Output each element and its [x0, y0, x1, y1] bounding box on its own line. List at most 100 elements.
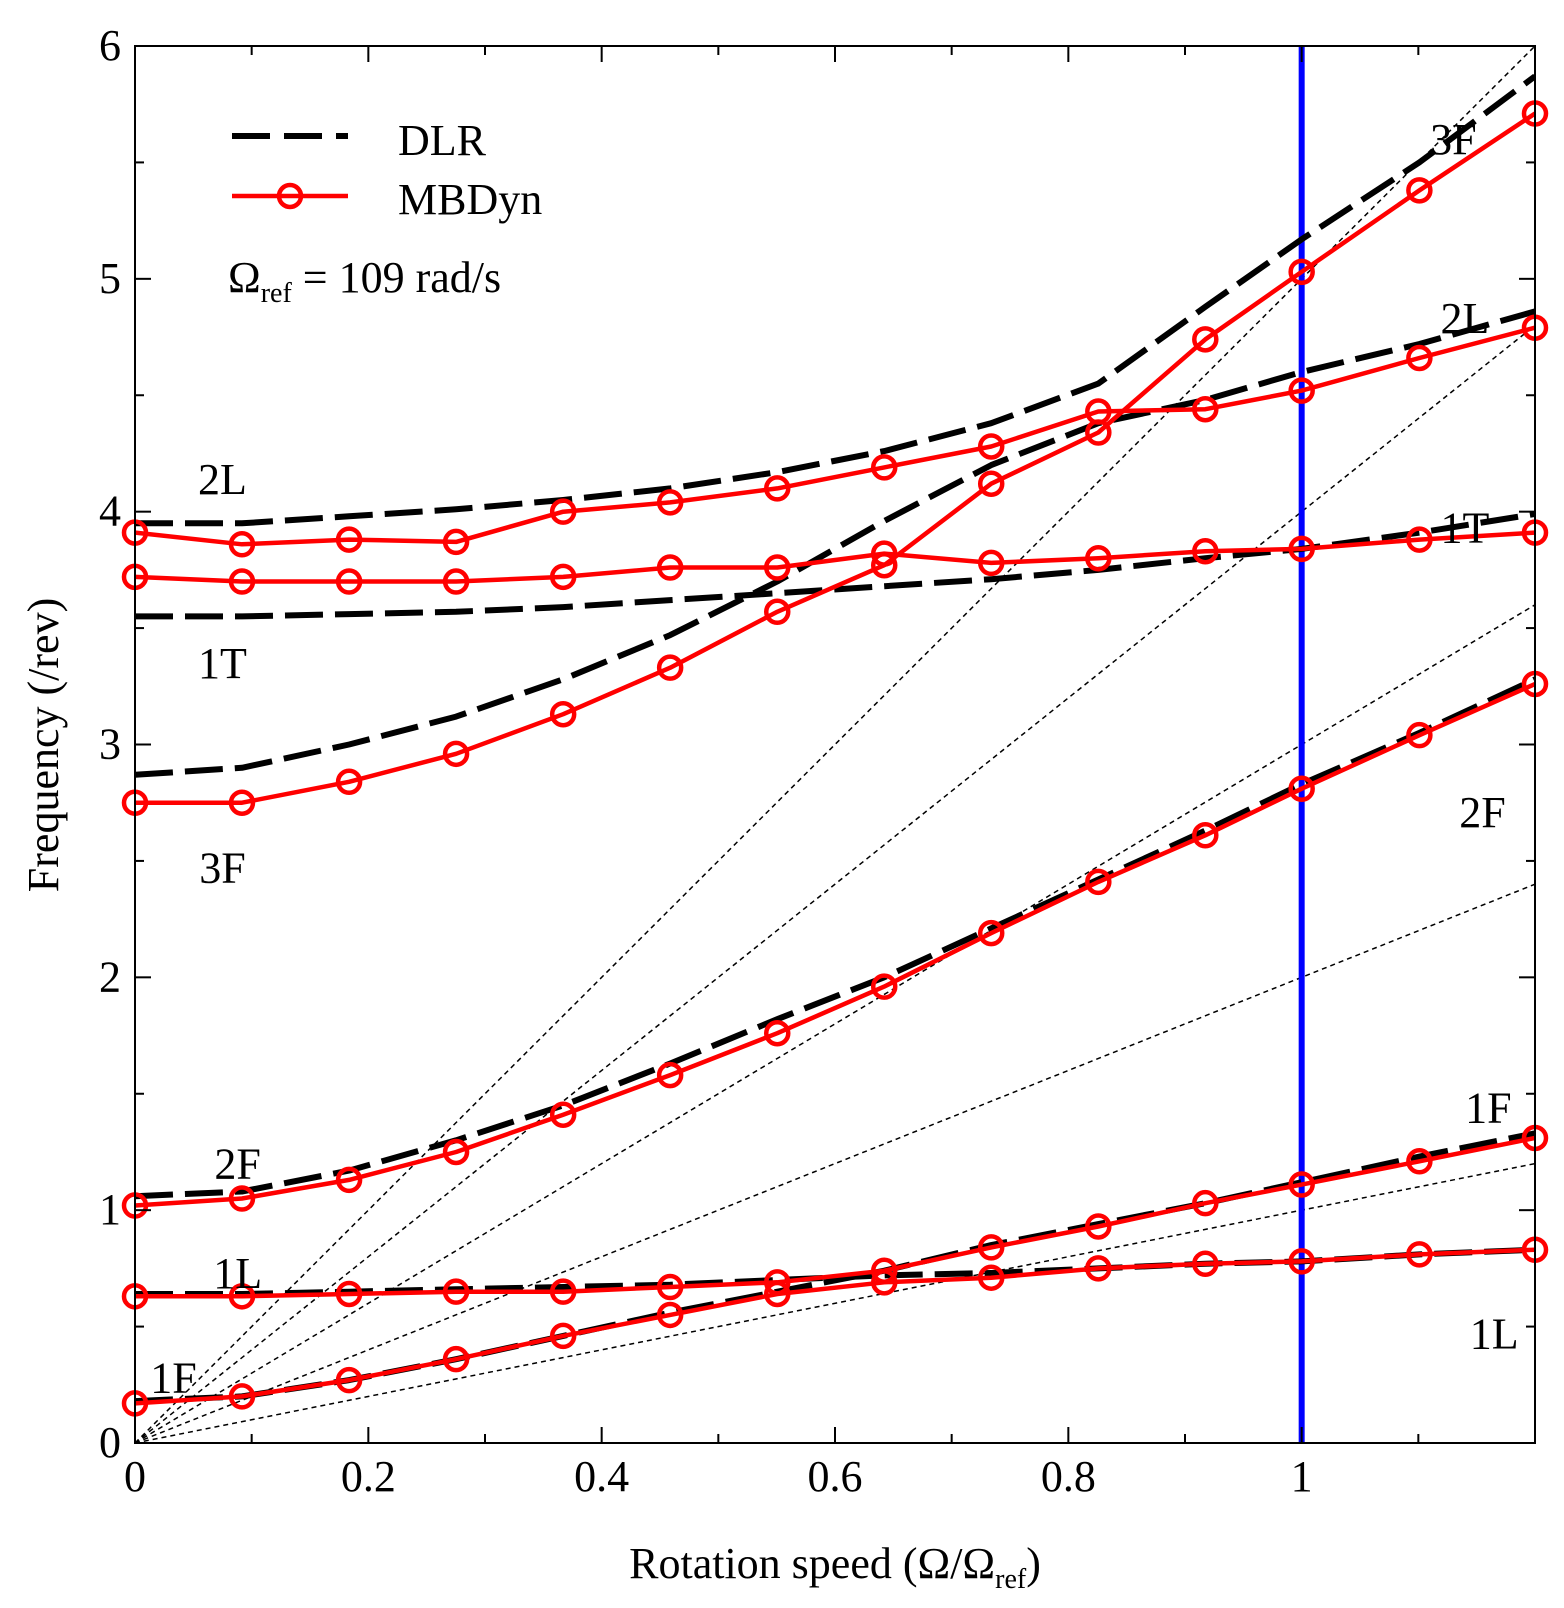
mbdyn-point-1L-10	[1192, 1189, 1219, 1217]
mbdyn-point-3F-4	[549, 700, 577, 728]
reference-note-rest: = 109 rad/s	[292, 253, 501, 302]
mbdyn-point-3F-6	[764, 598, 791, 626]
mbdyn-point-1L-5	[656, 1273, 684, 1301]
reference-note-symbol: Ω	[228, 253, 261, 302]
mbdyn-point-2L-3	[442, 528, 470, 556]
mbdyn-point-1L-2	[335, 1280, 363, 1308]
x-axis-label-sub: ref	[995, 1564, 1027, 1595]
mbdyn-point-1F-3	[442, 1345, 470, 1373]
mbdyn-point-1F-1	[228, 1383, 256, 1410]
y-tick-label: 1	[99, 1185, 121, 1234]
mbdyn-line-1L	[135, 1135, 1535, 1299]
mode-label-3F-0: 3F	[1430, 115, 1476, 164]
mbdyn-point-3F-8	[977, 470, 1005, 497]
mbdyn-point-2F-4	[549, 1101, 577, 1128]
mbdyn-point-3F-10	[1192, 326, 1219, 353]
mbdyn-point-2F-11	[1288, 775, 1315, 802]
dlr-line-2F	[135, 676, 1535, 1200]
mbdyn-point-1F-11	[1288, 1248, 1315, 1275]
mbdyn-point-2F-5	[656, 1061, 684, 1089]
x-tick-label: 0	[124, 1452, 146, 1501]
mbdyn-point-2L-7	[870, 454, 898, 481]
legend-dlr-label: DLR	[398, 116, 487, 165]
mbdyn-line-1T	[135, 530, 1535, 584]
y-tick-label: 5	[99, 254, 121, 303]
mbdyn-point-2F-1	[228, 1185, 256, 1212]
mbdyn-point-2F-8	[977, 919, 1005, 947]
mbdyn-point-1L-3	[442, 1278, 470, 1305]
axis-ticks	[135, 46, 1535, 1443]
mode-label-2F-7: 2F	[214, 1139, 260, 1188]
x-tick-label: 0.8	[1041, 1452, 1096, 1501]
reference-note: Ωref = 109 rad/s	[228, 253, 501, 309]
mbdyn-point-1T-10	[1192, 537, 1219, 565]
mbdyn-point-3F-1	[228, 789, 256, 816]
mbdyn-point-1L-8	[977, 1234, 1005, 1261]
mbdyn-point-3F-5	[656, 654, 684, 681]
legend-mbdyn-marker	[276, 182, 304, 210]
mbdyn-point-1L-11	[1288, 1171, 1315, 1198]
mode-label-2L-1: 2L	[1441, 294, 1490, 343]
y-tick-label: 4	[99, 487, 121, 536]
y-axis-label: Frequency (/rev)	[19, 598, 68, 892]
x-tick-label: 1	[1291, 1452, 1313, 1501]
mbdyn-point-2L-6	[764, 475, 791, 502]
mbdyn-point-2L-9	[1085, 398, 1112, 425]
mbdyn-point-2L-10	[1192, 395, 1219, 423]
dlr-line-3F	[135, 308, 1535, 778]
legend: DLR MBDyn	[232, 116, 542, 224]
y-tick-label: 0	[99, 1418, 121, 1467]
mbdyn-line-2L	[135, 325, 1535, 547]
mbdyn-point-2F-2	[335, 1166, 363, 1194]
x-axis-label-close: )	[1026, 1539, 1041, 1588]
mbdyn-point-1L-4	[549, 1278, 577, 1305]
mbdyn-point-1F-9	[1085, 1255, 1112, 1282]
mbdyn-line-1F	[135, 1247, 1535, 1406]
mode-label-1L-8: 1L	[213, 1249, 262, 1298]
mbdyn-point-1T-1	[228, 568, 256, 595]
mode-label-1F-11: 1F	[150, 1354, 196, 1403]
mode-label-1F-9: 1F	[1465, 1083, 1511, 1132]
mbdyn-point-1T-8	[977, 549, 1005, 577]
mbdyn-point-3F-3	[442, 740, 470, 768]
mbdyn-point-1L-12	[1406, 1148, 1433, 1175]
mbdyn-point-1L-6	[764, 1269, 791, 1296]
mbdyn-line-3F	[135, 111, 1535, 805]
mbdyn-point-1T-2	[335, 568, 363, 595]
mbdyn-point-2L-2	[335, 526, 363, 553]
mbdyn-point-1T-5	[656, 554, 684, 581]
mbdyn-point-3F-2	[335, 768, 363, 796]
x-axis-label-main: Rotation speed (Ω/Ω	[629, 1539, 995, 1588]
y-tick-label: 6	[99, 21, 121, 70]
mbdyn-point-1F-5	[656, 1301, 684, 1329]
mbdyn-line-2F	[135, 681, 1535, 1208]
mbdyn-point-1T-7	[870, 540, 898, 567]
y-tick-label: 2	[99, 952, 121, 1001]
mbdyn-point-1F-6	[764, 1280, 791, 1308]
mbdyn-point-2F-3	[442, 1138, 470, 1166]
mbdyn-point-2F-6	[764, 1019, 791, 1047]
mbdyn-point-2L-1	[228, 531, 256, 558]
mbdyn-point-1L-9	[1085, 1213, 1112, 1240]
mbdyn-point-2L-8	[977, 433, 1005, 460]
mbdyn-point-2F-9	[1085, 868, 1112, 896]
x-tick-label: 0.6	[808, 1452, 863, 1501]
mbdyn-point-1T-3	[442, 568, 470, 595]
mbdyn-point-1T-6	[764, 554, 791, 581]
y-tick-labels: 0 1 2 3 4 5 6	[99, 21, 121, 1467]
mbdyn-point-1F-12	[1406, 1241, 1433, 1268]
legend-mbdyn-label: MBDyn	[398, 175, 542, 224]
mbdyn-point-2F-12	[1406, 721, 1433, 749]
x-tick-label: 0.4	[574, 1452, 629, 1501]
reference-note-sub: ref	[261, 278, 293, 309]
mode-label-2L-2: 2L	[198, 455, 247, 504]
mode-label-3F-6: 3F	[199, 844, 245, 893]
mbdyn-point-2L-5	[656, 489, 684, 516]
mbdyn-point-1F-4	[549, 1322, 577, 1350]
x-tick-labels: 0 0.2 0.4 0.6 0.8 1	[124, 1452, 1313, 1501]
mbdyn-point-2L-12	[1406, 344, 1433, 372]
mbdyn-point-1T-11	[1288, 535, 1315, 563]
mbdyn-point-3F-7	[870, 551, 898, 579]
mbdyn-point-2L-4	[549, 498, 577, 525]
mbdyn-point-3F-12	[1406, 177, 1433, 204]
